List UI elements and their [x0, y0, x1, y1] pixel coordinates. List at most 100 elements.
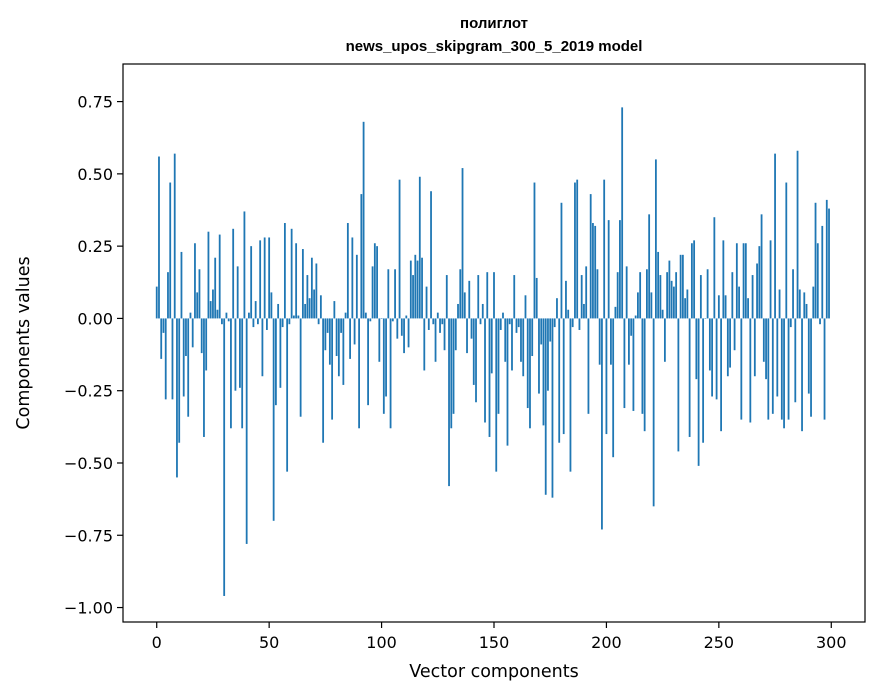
- bar-134: [457, 303, 459, 319]
- bar-183: [567, 309, 570, 319]
- bar-286: [798, 289, 801, 319]
- x-tick-label: 150: [479, 633, 510, 652]
- bar-159: [513, 275, 516, 319]
- bar-11: [180, 251, 183, 319]
- bar-141: [472, 318, 475, 385]
- bar-129: [445, 275, 448, 319]
- bar-25: [212, 289, 214, 319]
- bar-54: [277, 303, 280, 319]
- bar-208: [623, 318, 626, 409]
- y-tick-label: 0.00: [77, 309, 113, 328]
- bar-198: [601, 318, 603, 530]
- bar-285: [796, 150, 799, 319]
- x-tick-label: 200: [591, 633, 622, 652]
- bar-242: [699, 275, 702, 319]
- y-axis-label: Components values: [14, 256, 34, 429]
- bar-288: [803, 292, 806, 319]
- bar-144: [479, 318, 482, 325]
- bar-50: [268, 237, 271, 319]
- bar-211: [630, 318, 633, 336]
- bar-193: [589, 194, 592, 319]
- bar-62: [295, 243, 298, 319]
- bar-104: [389, 318, 392, 429]
- bar-187: [576, 179, 579, 319]
- bar-80: [335, 318, 338, 357]
- bar-67: [306, 275, 309, 319]
- bar-130: [448, 318, 450, 487]
- bar-112: [407, 318, 410, 348]
- bar-250: [717, 295, 720, 319]
- bar-294: [816, 243, 819, 319]
- y-tick-label: −0.25: [64, 382, 113, 401]
- bar-169: [535, 277, 538, 319]
- bar-38: [241, 318, 244, 429]
- bar-69: [310, 257, 313, 319]
- bar-68: [308, 298, 311, 319]
- bar-110: [403, 318, 405, 354]
- bar-276: [776, 318, 779, 397]
- bar-214: [637, 292, 639, 319]
- bar-241: [697, 318, 700, 466]
- bar-153: [499, 318, 502, 330]
- bar-262: [744, 243, 747, 319]
- bar-270: [762, 318, 765, 362]
- bar-167: [531, 318, 534, 357]
- bar-120: [425, 286, 428, 319]
- bar-291: [810, 318, 812, 417]
- bar-259: [738, 286, 740, 319]
- bar-17: [194, 243, 196, 319]
- x-tick-label: 100: [366, 633, 397, 652]
- bar-201: [607, 220, 610, 319]
- bar-191: [585, 266, 588, 319]
- bar-297: [823, 318, 826, 420]
- bar-42: [250, 246, 253, 319]
- bar-204: [614, 306, 617, 319]
- bar-263: [747, 298, 749, 319]
- bar-239: [693, 240, 696, 319]
- bar-179: [558, 318, 561, 443]
- bar-223: [657, 251, 660, 319]
- bar-131: [450, 318, 453, 429]
- bar-76: [326, 318, 329, 333]
- bars-group: [155, 107, 830, 596]
- bar-202: [610, 318, 612, 365]
- bar-21: [203, 318, 205, 437]
- bar-41: [248, 312, 250, 319]
- bar-12: [182, 318, 185, 397]
- bar-116: [416, 260, 419, 319]
- bar-99: [378, 318, 381, 362]
- bar-94: [367, 318, 369, 406]
- x-axis-ticks: 0 50 100 150 200 250 300: [152, 622, 847, 652]
- bar-247: [711, 318, 713, 397]
- bar-45: [257, 318, 259, 325]
- bar-26: [214, 257, 217, 319]
- bar-173: [544, 318, 547, 495]
- bar-83: [342, 318, 345, 385]
- bar-101: [382, 318, 385, 414]
- bar-118: [421, 257, 423, 319]
- bar-100: [380, 318, 383, 319]
- bar-274: [771, 318, 774, 414]
- bar-245: [706, 269, 709, 319]
- bar-279: [783, 318, 785, 429]
- bar-219: [648, 214, 651, 319]
- bar-4: [164, 318, 167, 400]
- bar-278: [780, 318, 783, 420]
- bar-92: [362, 121, 365, 319]
- bar-293: [814, 202, 817, 319]
- bar-93: [364, 312, 367, 319]
- bar-107: [396, 318, 399, 339]
- bar-117: [418, 176, 421, 319]
- bar-123: [432, 318, 435, 325]
- bar-111: [405, 315, 408, 319]
- bar-79: [333, 301, 336, 319]
- bar-35: [234, 318, 237, 391]
- bar-149: [490, 318, 493, 374]
- bar-225: [661, 309, 664, 319]
- bar-224: [659, 275, 662, 319]
- bar-48: [263, 237, 266, 319]
- bar-133: [454, 318, 457, 351]
- bar-184: [569, 318, 572, 472]
- bar-3: [162, 318, 165, 333]
- bar-216: [641, 318, 644, 414]
